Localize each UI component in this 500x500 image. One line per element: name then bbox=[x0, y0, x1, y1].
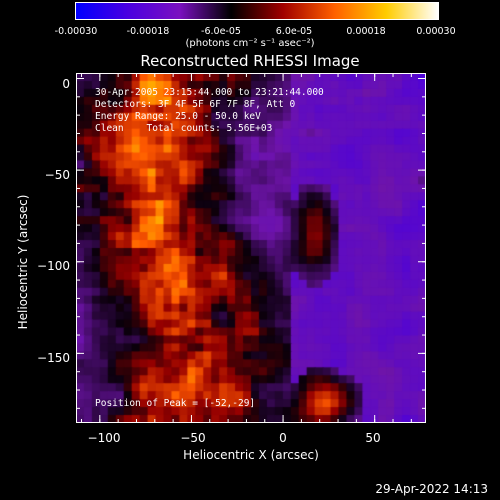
y-tick-label: −50 bbox=[44, 168, 70, 182]
colorbar-units: (photons cm⁻² s⁻¹ asec⁻²) bbox=[185, 38, 315, 49]
detectors-text: Detectors: 3F 4F 5F 6F 7F 8F, Att 0 bbox=[95, 99, 296, 110]
colorbar-tick-label: 0.00030 bbox=[416, 26, 456, 37]
x-tick-label: 50 bbox=[365, 431, 381, 445]
time-range-text: 30-Apr-2005 23:15:44.000 to 23:21:44.000 bbox=[95, 87, 324, 98]
y-tick-label: 0 bbox=[62, 77, 70, 91]
x-tick-label: −100 bbox=[87, 431, 121, 445]
x-axis-label: Heliocentric X (arcsec) bbox=[183, 448, 319, 462]
x-tick-label: −50 bbox=[180, 431, 206, 445]
colorbar-tick-label: -0.00018 bbox=[126, 26, 170, 37]
colorbar-tick-label: -6.0e-05 bbox=[201, 26, 241, 37]
colorbar-tick-label: 0.00018 bbox=[346, 26, 386, 37]
peak-position-text: Position of Peak = [-52,-29] bbox=[95, 398, 256, 409]
total-counts-text: Clean Total counts: 5.56E+03 bbox=[95, 123, 273, 134]
energy-range-text: Energy Range: 25.0 - 50.0 keV bbox=[95, 111, 261, 122]
colorbar-tick-label: -0.00030 bbox=[54, 26, 98, 37]
colorbar-tick-label: 6.0e-05 bbox=[275, 26, 313, 37]
y-tick-label: −150 bbox=[37, 351, 70, 365]
y-axis-label: Heliocentric Y (arcsec) bbox=[16, 194, 30, 330]
timestamp: 29-Apr-2022 14:13 bbox=[375, 482, 488, 496]
colorbar bbox=[75, 2, 439, 20]
chart-title: Reconstructed RHESSI Image bbox=[140, 52, 360, 70]
y-tick-label: −100 bbox=[37, 259, 70, 273]
x-tick-label: 0 bbox=[279, 431, 287, 445]
